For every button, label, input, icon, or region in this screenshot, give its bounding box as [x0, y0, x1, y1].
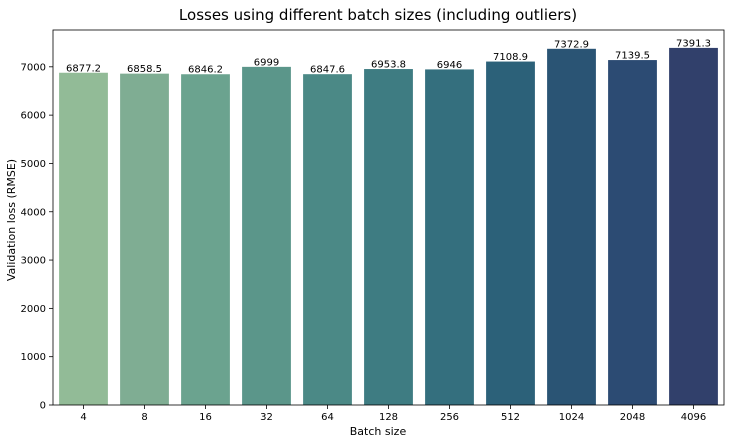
bar-value-label-16: 6846.2 [188, 65, 223, 76]
x-tick-label-2048: 2048 [620, 412, 645, 423]
x-tick-label-8: 8 [141, 412, 147, 423]
y-tick-label-5000: 5000 [21, 159, 46, 170]
bar-4 [59, 72, 108, 405]
bar-64 [303, 74, 352, 406]
x-tick-label-4096: 4096 [681, 412, 706, 423]
bar-4096 [669, 47, 718, 405]
x-tick-label-64: 64 [321, 412, 334, 423]
y-tick-label-6000: 6000 [21, 111, 46, 122]
x-tick-label-32: 32 [260, 412, 273, 423]
bar-1024 [547, 48, 596, 406]
bar-128 [364, 69, 413, 406]
bar-value-label-64: 6847.6 [310, 65, 345, 76]
bar-32 [242, 66, 291, 406]
bar-16 [181, 74, 230, 406]
bar-value-label-1024: 7372.9 [554, 39, 589, 50]
chart-title: Losses using different batch sizes (incl… [179, 6, 577, 24]
bar-256 [425, 69, 474, 406]
bar-value-label-128: 6953.8 [371, 60, 406, 71]
x-axis-label: Batch size [350, 425, 407, 438]
y-tick-label-2000: 2000 [21, 304, 46, 315]
bar-value-label-256: 6946 [437, 60, 462, 71]
bar-value-label-32: 6999 [254, 57, 279, 68]
bar-value-label-8: 6858.5 [127, 64, 162, 75]
y-axis-label: Validation loss (RMSE) [5, 159, 18, 281]
y-tick-label-1000: 1000 [21, 352, 46, 363]
x-tick-label-4: 4 [80, 412, 86, 423]
x-tick-label-128: 128 [379, 412, 398, 423]
y-tick-label-7000: 7000 [21, 62, 46, 73]
plot-area: 6877.2 4 6858.5 8 6846.2 16 6999 32 6847.6 64 6953… [21, 29, 725, 423]
bar-value-label-512: 7108.9 [493, 52, 528, 63]
bar-2048 [608, 60, 657, 405]
x-tick-label-1024: 1024 [559, 412, 584, 423]
y-tick-label-0: 0 [40, 401, 46, 412]
x-tick-label-512: 512 [501, 412, 520, 423]
x-tick-label-256: 256 [440, 412, 459, 423]
bar-value-label-2048: 7139.5 [615, 51, 650, 62]
plot-frame [52, 29, 725, 406]
y-tick-label-3000: 3000 [21, 256, 46, 267]
bar-512 [486, 61, 535, 406]
y-tick-label-4000: 4000 [21, 207, 46, 218]
bar-value-label-4096: 7391.3 [676, 38, 711, 49]
x-tick-label-16: 16 [199, 412, 212, 423]
bar-value-label-4: 6877.2 [66, 63, 101, 74]
bar-8 [120, 73, 169, 406]
